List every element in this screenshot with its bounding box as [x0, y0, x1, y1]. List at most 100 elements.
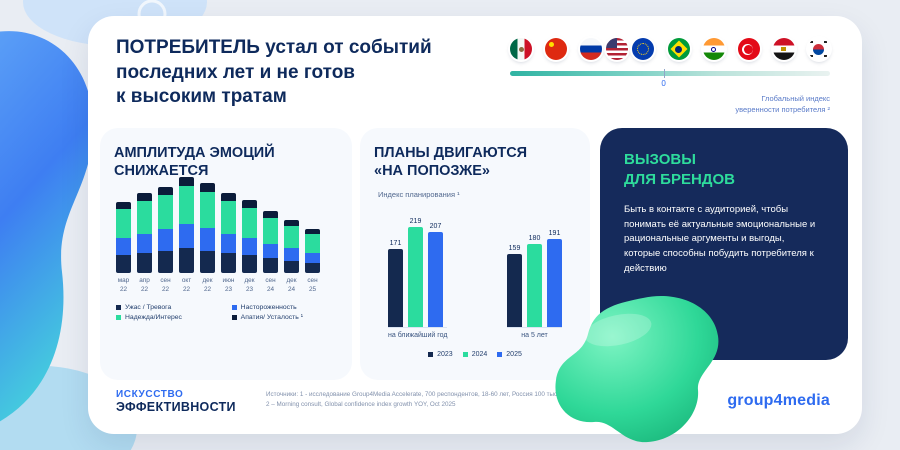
legend-swatch	[116, 315, 121, 321]
emotion-bar-segment	[179, 185, 194, 224]
sources-note: Источники: 1 - исследование Group4Media …	[266, 390, 621, 409]
emotion-bar-segment	[263, 243, 278, 259]
emotion-bar: сен 22	[158, 186, 173, 294]
emotion-bar-label: дек 22	[202, 276, 213, 293]
emotion-bar-segment	[137, 201, 152, 234]
emotion-bar: сен 24	[263, 211, 278, 294]
legend-label: 2025	[506, 351, 522, 359]
emotion-bar-label: сен 24	[265, 276, 276, 293]
page-title: ПОТРЕБИТЕЛЬ устал от событий последних л…	[116, 36, 432, 110]
green-blob-decoration	[555, 295, 719, 443]
emotion-bar-label: окт 22	[181, 276, 192, 293]
plans-bar-value: 207	[429, 223, 442, 231]
plans-bar-value: 180	[528, 235, 541, 243]
plans-bar-group: 159 180 191 на 5 лет	[507, 211, 562, 339]
emotion-bar-segment	[263, 258, 278, 273]
challenges-title: ВЫЗОВЫ ДЛЯ БРЕНДОВ	[624, 151, 735, 188]
emotions-legend: Ужас / Тревога Настороженность Надежда/Инт…	[114, 304, 338, 321]
confidence-caption: Глобальный индекс уверенности потребител…	[735, 94, 830, 114]
legend-swatch	[231, 315, 237, 321]
mexico-flag	[510, 38, 532, 60]
india-flag	[702, 38, 725, 60]
russia-flag	[580, 38, 603, 60]
emotion-bar-segment	[116, 209, 131, 239]
emotion-bar-label: мар 22	[117, 276, 130, 293]
plans-bar: 207	[428, 223, 443, 328]
emotion-bar-segment	[158, 250, 173, 273]
agency-logo: ИСКУССТВО ЭФФЕКТИВНОСТИ	[116, 389, 236, 414]
plans-bar-value: 159	[508, 245, 521, 253]
emotion-bar-segment	[242, 208, 257, 239]
plans-bar: 180	[527, 235, 542, 328]
plans-subtitle: Индекс планирования ¹	[378, 190, 460, 200]
flags-row	[510, 36, 830, 62]
legend-item: Апатия/ Усталость ¹	[231, 314, 338, 322]
zero-tick	[663, 69, 665, 78]
legend-item: Надежда/Интерес	[116, 314, 228, 321]
emotion-bar-segment	[200, 183, 215, 193]
emotion-bar-segment	[305, 252, 320, 263]
emotions-panel: АМПЛИТУДА ЭМОЦИЙ СНИЖАЕТСЯ мар 22 апр 22 сен…	[100, 128, 352, 380]
plans-title: ПЛАНЫ ДВИГАЮТСЯ «НА ПОПОЗЖЕ»	[374, 145, 528, 180]
plans-bar: 159	[507, 245, 522, 328]
plans-chart: 171 219 207 на ближайший год 159 180 191 на 5 л…	[374, 211, 576, 339]
emotion-bar-label: апр 22	[139, 276, 150, 293]
emotion-bar-segment	[284, 220, 299, 226]
plans-group-label: на ближайший год	[388, 327, 448, 339]
legend-label: 2024	[471, 351, 488, 359]
emotion-bar-segment	[116, 238, 131, 256]
emotion-bar-segment	[179, 248, 194, 273]
eu-flag	[632, 38, 655, 60]
plans-bar-value: 171	[389, 239, 402, 247]
challenges-body: Быть в контакте с аудиторией, чтобы пони…	[624, 204, 816, 274]
china-flag	[545, 38, 568, 60]
emotion-bar-segment	[200, 250, 215, 273]
emotion-bar-segment	[137, 233, 152, 253]
emotion-bar-segment	[179, 223, 194, 249]
group4media-logo: group4media	[727, 392, 830, 409]
legend-item: 2023	[428, 351, 453, 358]
emotion-bar-segment	[158, 194, 173, 230]
legend-swatch	[428, 352, 434, 358]
confidence-index-panel: 0 Глобальный индекс уверенности потребит…	[510, 36, 830, 115]
emotion-bar-segment	[137, 252, 152, 273]
emotion-bar: окт 22	[179, 176, 194, 295]
plans-bar: 191	[547, 230, 562, 328]
emotion-bar-segment	[221, 252, 236, 273]
legend-label: Апатия/ Усталость ¹	[240, 314, 303, 322]
emotion-bar-segment	[284, 225, 299, 249]
emotion-bar-segment	[221, 193, 236, 202]
legend-label: Ужас / Тревога	[125, 304, 172, 312]
emotion-bar-segment	[116, 202, 131, 210]
emotion-bar-segment	[242, 200, 257, 209]
emotion-bar-segment	[221, 233, 236, 253]
south-korea-flag	[807, 38, 830, 60]
emotion-bar-label: сен 22	[160, 276, 171, 293]
page-title-line: ПОТРЕБИТЕЛЬ устал от событий	[116, 37, 432, 58]
emotions-title: АМПЛИТУДА ЭМОЦИЙ СНИЖАЕТСЯ	[114, 145, 275, 180]
legend-item: 2024	[462, 351, 488, 359]
emotion-bar-segment	[200, 228, 215, 251]
legend-swatch	[497, 352, 503, 358]
plans-bar-value: 219	[409, 217, 422, 225]
legend-label: Настороженность	[240, 304, 297, 312]
plans-group-label: на 5 лет	[507, 327, 562, 339]
page-title-line: последних лет и не готов	[116, 61, 355, 83]
plans-legend: 2023 2024 2025	[374, 351, 576, 358]
legend-item: 2025	[497, 351, 522, 358]
confidence-scale: 0	[510, 69, 830, 88]
emotion-bar-segment	[200, 192, 215, 229]
brazil-flag	[667, 38, 690, 60]
page-title-line: к высоким тратам	[116, 86, 287, 108]
egypt-flag	[772, 38, 795, 60]
legend-label: Надежда/Интерес	[125, 314, 182, 322]
usa-flag	[606, 38, 629, 60]
legend-label: 2023	[437, 351, 453, 359]
emotion-bar: апр 22	[137, 193, 152, 294]
emotion-bar-segment	[284, 260, 299, 273]
emotion-bar: сен 25	[305, 229, 320, 294]
emotion-bar-segment	[284, 248, 299, 261]
emotion-bar-segment	[158, 186, 173, 195]
emotion-bar-label: сен 25	[307, 276, 318, 293]
